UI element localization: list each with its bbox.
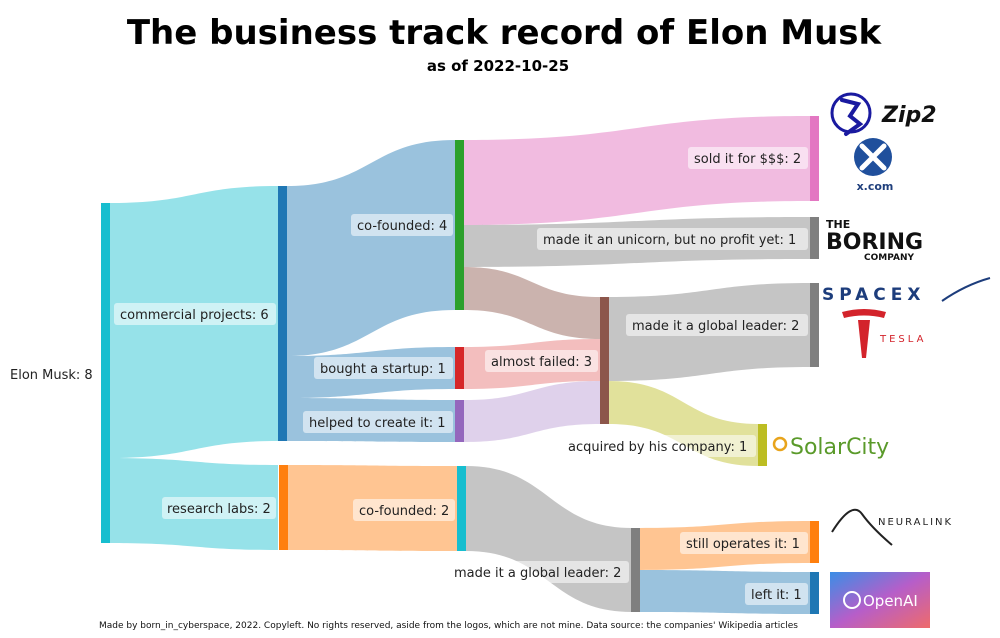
flow-cofounded-almost-failed — [464, 267, 600, 339]
page-title: The business track record of Elon Musk — [127, 13, 883, 53]
boring-company-logo: THE BORING COMPANY — [826, 218, 923, 263]
solarcity-sun-icon — [772, 436, 788, 452]
neuralink-wave-icon — [831, 508, 893, 546]
openai-logo: OpenAI — [830, 572, 930, 628]
node-bar-commercial — [278, 186, 287, 441]
label-bg — [688, 147, 808, 169]
zip2-logo-text: Zip2 — [881, 103, 937, 128]
node-bar-almost-failed — [600, 297, 609, 424]
footer-credit: Made by born_in_cyberspace, 2022. Copyle… — [99, 621, 798, 631]
neuralink-logo-text: NEURALINK — [878, 517, 953, 528]
company-logos: Zip2 x.com THE BORING COMPANY SPACEX TES… — [772, 92, 991, 628]
flow-cofounded-res-leader — [466, 466, 632, 612]
flow-commercial-cofounded — [287, 140, 455, 356]
node-bar-research — [279, 465, 288, 550]
boring-logo-company: COMPANY — [864, 253, 914, 263]
label-bg — [448, 561, 629, 583]
label-bg — [351, 214, 453, 236]
label-bg — [353, 499, 455, 521]
node-label-research: research labs: 2 — [167, 502, 271, 517]
label-bg — [314, 357, 453, 379]
node-label-leader-res: made it a global leader: 2 — [454, 566, 621, 581]
label-bg — [303, 411, 453, 433]
label-bg — [162, 497, 276, 519]
node-bar-acquired — [758, 424, 767, 466]
node-label-bought: bought a startup: 1 — [320, 362, 446, 377]
boring-logo-the: THE — [826, 218, 850, 231]
node-bar-leader-res — [631, 528, 640, 612]
node-bar-sold — [810, 116, 819, 201]
node-bar-cofounded-res — [457, 466, 466, 551]
xcom-x-mark — [859, 143, 887, 171]
node-label-left: left it: 1 — [751, 588, 802, 603]
node-label-still: still operates it: 1 — [686, 537, 800, 552]
spacex-logo: SPACEX — [822, 277, 991, 305]
label-bg — [745, 583, 808, 605]
node-label-sold: sold it for $$$: 2 — [694, 152, 801, 167]
node-bar-unicorn — [810, 217, 819, 259]
spacex-swoosh-icon — [941, 277, 991, 302]
neuralink-logo: NEURALINK — [831, 508, 953, 546]
node-label-acquired: acquired by his company: 1 — [568, 440, 747, 455]
openai-knot-icon — [843, 591, 861, 609]
label-bg — [485, 350, 598, 372]
node-label-commercial: commercial projects: 6 — [120, 308, 269, 323]
zip2-logo: Zip2 — [830, 92, 937, 136]
node-label-unicorn: made it an unicorn, but no profit yet: 1 — [543, 233, 796, 248]
node-label-helped: helped to create it: 1 — [309, 416, 446, 431]
flow-cofounded-sold — [464, 116, 810, 225]
openai-logo-text: OpenAI — [863, 592, 918, 610]
page-subtitle: as of 2022-10-25 — [427, 57, 569, 75]
label-bg — [537, 228, 808, 250]
node-bar-leader-com — [810, 283, 819, 367]
node-bar-cofounded-com — [455, 140, 464, 310]
xcom-logo-text: x.com — [857, 180, 894, 193]
node-bars — [101, 116, 819, 614]
node-label-leader-com: made it a global leader: 2 — [632, 319, 799, 334]
label-bg — [114, 303, 276, 325]
tesla-logo-text: TESLA — [879, 334, 926, 345]
tesla-t-stem-icon — [858, 320, 870, 358]
solarcity-logo-text: SolarCity — [790, 435, 889, 460]
tesla-logo: TESLA — [842, 309, 926, 358]
node-bar-still — [810, 521, 819, 563]
node-label-cofounded-res: co-founded: 2 — [359, 504, 449, 519]
solarcity-logo: SolarCity — [772, 435, 889, 460]
label-bg — [562, 435, 756, 457]
flow-helped-almost-failed — [464, 381, 600, 442]
node-label-cofounded-com: co-founded: 4 — [357, 219, 447, 234]
node-bar-root — [101, 203, 110, 543]
node-bar-helped — [455, 400, 464, 442]
node-labels: Elon Musk: 8 commercial projects: 6 rese… — [10, 147, 808, 605]
openai-logo-background — [830, 572, 930, 628]
xcom-logo: x.com — [854, 138, 893, 193]
node-bar-bought — [455, 347, 464, 389]
tesla-t-bar-icon — [842, 309, 886, 318]
node-label-almost-failed: almost failed: 3 — [491, 355, 592, 370]
spacex-logo-text: SPACEX — [822, 285, 926, 305]
node-bar-left — [810, 572, 819, 614]
node-label-root: Elon Musk: 8 — [10, 368, 93, 383]
label-bg — [626, 314, 808, 336]
label-bg — [680, 532, 808, 554]
zip2-runner-figure — [840, 98, 864, 136]
boring-logo-main: BORING — [826, 230, 923, 255]
